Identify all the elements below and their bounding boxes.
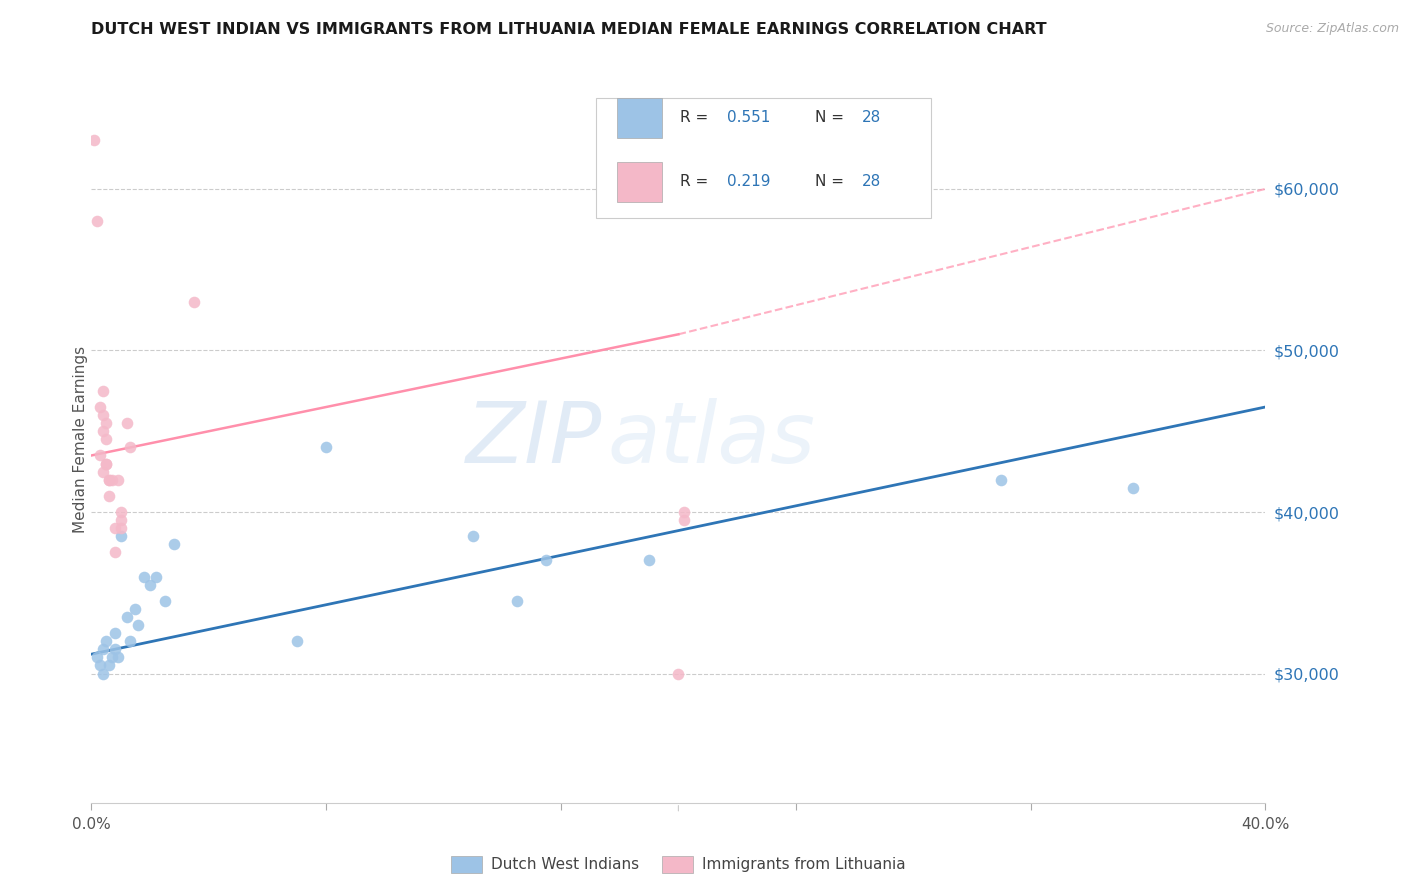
Point <box>104 521 127 535</box>
Point <box>89 400 111 414</box>
Text: N =: N = <box>814 174 848 189</box>
Y-axis label: Median Female Earnings: Median Female Earnings <box>73 346 87 533</box>
Point <box>101 650 124 665</box>
Text: DUTCH WEST INDIAN VS IMMIGRANTS FROM LITHUANIA MEDIAN FEMALE EARNINGS CORRELATIO: DUTCH WEST INDIAN VS IMMIGRANTS FROM LIT… <box>91 22 1047 37</box>
Point <box>98 489 121 503</box>
Point <box>91 424 114 438</box>
Point <box>94 416 117 430</box>
Text: R =: R = <box>679 174 713 189</box>
Point <box>86 650 108 665</box>
Point <box>94 433 117 447</box>
Point <box>91 408 114 422</box>
Text: 0.219: 0.219 <box>727 174 770 189</box>
Text: Source: ZipAtlas.com: Source: ZipAtlas.com <box>1265 22 1399 36</box>
Point <box>110 529 132 543</box>
Point <box>107 650 129 665</box>
FancyBboxPatch shape <box>617 97 662 137</box>
Point <box>461 529 484 543</box>
Point <box>98 473 121 487</box>
Text: atlas: atlas <box>607 398 815 481</box>
Point <box>91 666 114 681</box>
Point <box>673 513 696 527</box>
Point <box>86 214 108 228</box>
Point <box>94 457 117 471</box>
Point <box>89 449 111 463</box>
Point <box>104 545 127 559</box>
Point <box>118 441 141 455</box>
Point <box>673 505 696 519</box>
Point <box>104 626 127 640</box>
Point <box>91 642 114 657</box>
Point <box>990 473 1012 487</box>
Point <box>124 602 146 616</box>
Point <box>110 513 132 527</box>
Point <box>127 618 149 632</box>
Point <box>118 634 141 648</box>
Point <box>183 295 205 310</box>
Point <box>162 537 184 551</box>
Point <box>638 553 661 567</box>
Point <box>83 133 105 147</box>
Point <box>145 569 167 583</box>
FancyBboxPatch shape <box>617 161 662 202</box>
Text: N =: N = <box>814 110 848 125</box>
Point <box>115 610 138 624</box>
Text: 28: 28 <box>862 110 880 125</box>
FancyBboxPatch shape <box>596 97 931 218</box>
Point <box>104 642 127 657</box>
Text: ZIP: ZIP <box>465 398 602 481</box>
Point <box>1122 481 1144 495</box>
Point <box>153 594 176 608</box>
Point <box>110 521 132 535</box>
Point <box>315 441 337 455</box>
Point <box>285 634 308 648</box>
Point <box>89 658 111 673</box>
Point <box>666 666 689 681</box>
Text: 28: 28 <box>862 174 880 189</box>
Point <box>536 553 558 567</box>
Legend: Dutch West Indians, Immigrants from Lithuania: Dutch West Indians, Immigrants from Lith… <box>446 850 911 879</box>
Point <box>98 473 121 487</box>
Point <box>506 594 529 608</box>
Point <box>94 457 117 471</box>
Point <box>98 658 121 673</box>
Point <box>91 384 114 398</box>
Point <box>101 473 124 487</box>
Text: 0.551: 0.551 <box>727 110 770 125</box>
Point <box>107 473 129 487</box>
Text: R =: R = <box>679 110 713 125</box>
Point <box>91 465 114 479</box>
Point <box>110 505 132 519</box>
Point <box>115 416 138 430</box>
Point <box>134 569 156 583</box>
Point <box>139 578 162 592</box>
Point <box>94 634 117 648</box>
